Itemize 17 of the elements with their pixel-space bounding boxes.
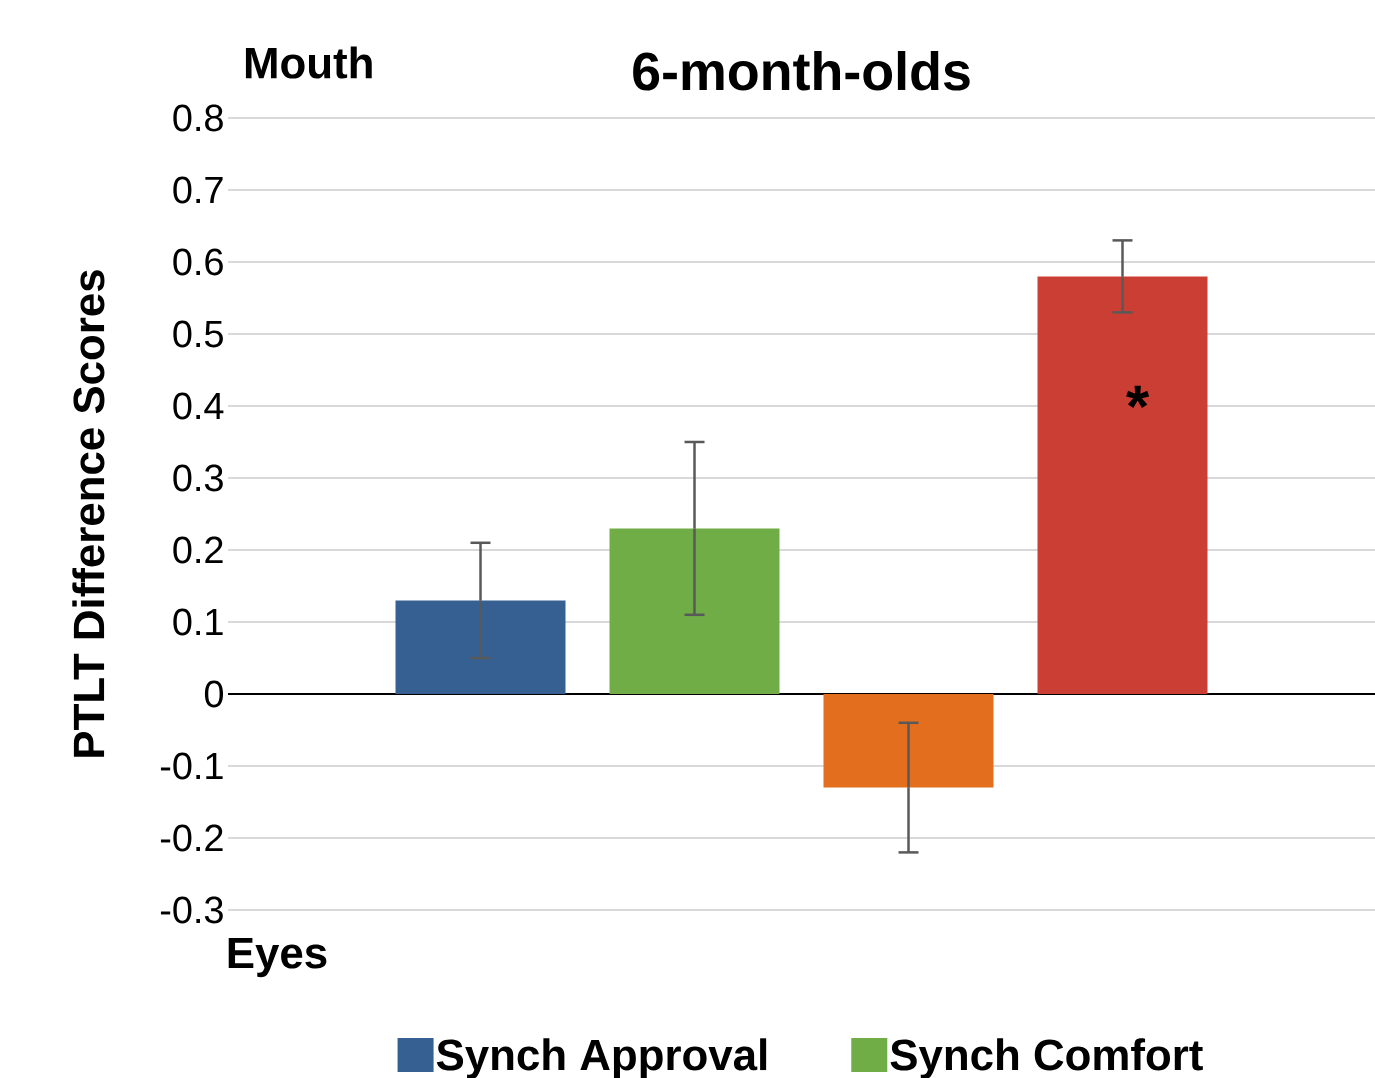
y-tick-label: -0.3: [160, 896, 223, 924]
y-tick-label: 0.7: [173, 176, 223, 204]
y-tick-label: -0.1: [160, 752, 223, 780]
y-tick-label: 0.4: [173, 392, 224, 420]
y-tick-label: 0.3: [173, 464, 223, 492]
chart-title: 6-month-olds: [633, 50, 970, 91]
text: Eyes: [228, 937, 327, 978]
y-tick-label: 0.1: [173, 608, 223, 636]
y-tick-label: 0: [204, 680, 224, 708]
y-axis-title: PTLT Difference Scores: [72, 270, 105, 757]
y-tick-label: -0.2: [160, 824, 223, 852]
y-tick-label: 0.2: [173, 536, 223, 564]
y-tick-label: 0.6: [173, 248, 223, 276]
y-tick-label: 0.8: [173, 104, 223, 132]
y-tick-label: 0.5: [173, 320, 223, 348]
annotation: *: [1126, 385, 1150, 408]
text: Mouth: [245, 46, 372, 79]
